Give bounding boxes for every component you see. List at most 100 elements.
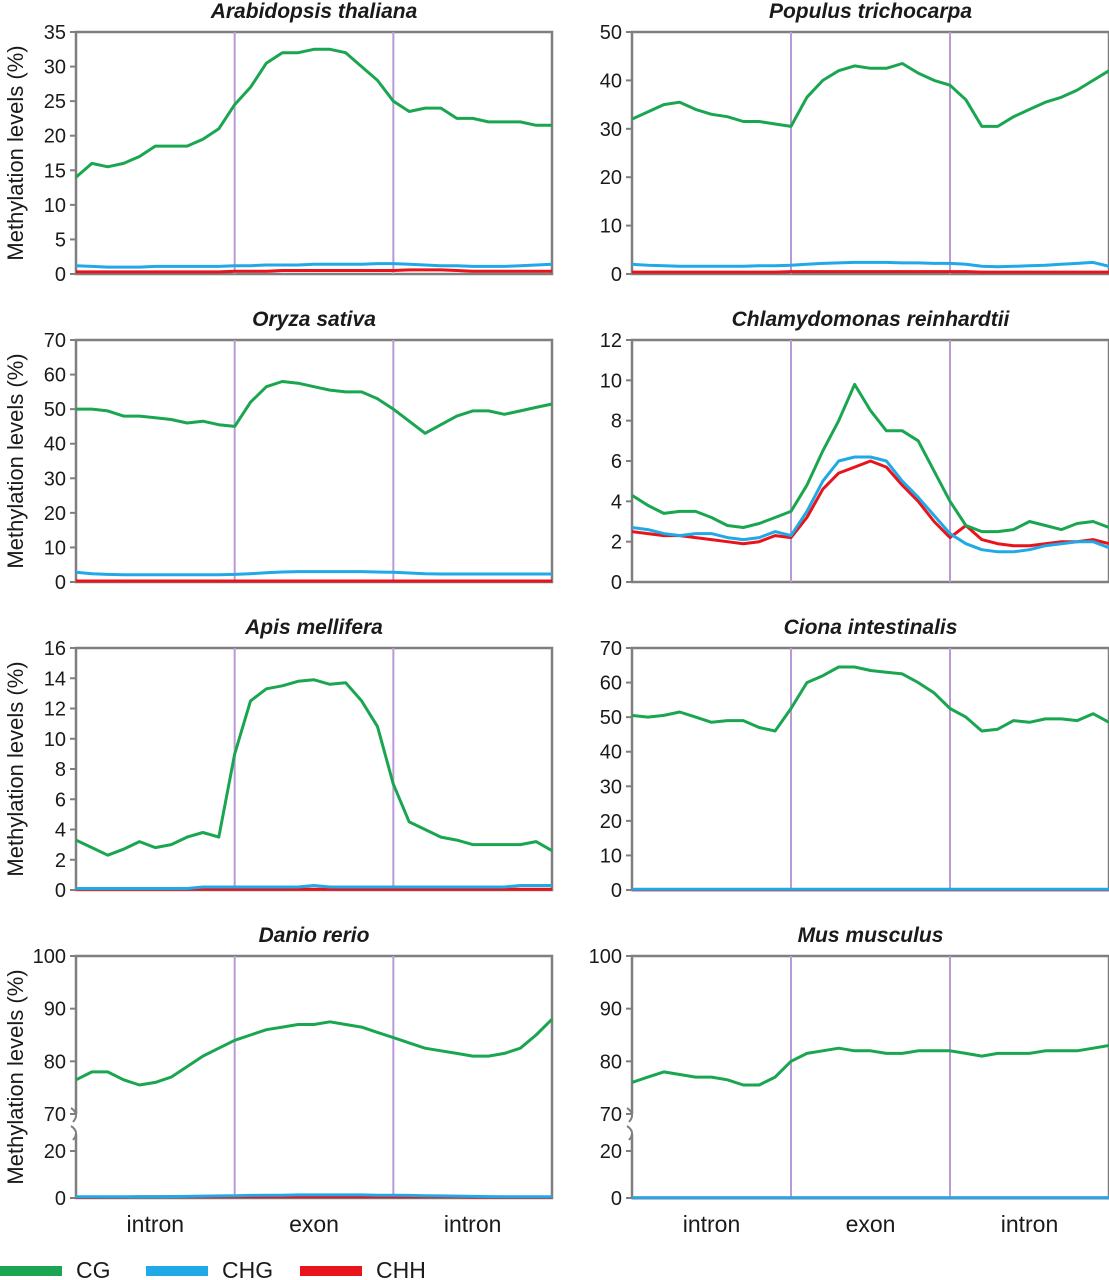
chart-panel-6: 0 10 20 30 40 50 60 70 Ciona intestinalis [600,616,1109,902]
y-tick-label: 2 [55,850,66,872]
plot-frame [74,646,554,892]
y-tick-label: 12 [44,699,66,721]
series-line-cg [76,380,553,435]
chart-panel-4: 0 2 4 6 8 10 12 Chlamydomonas reinhardtii [600,308,1109,594]
y-tick-label: 70 [600,1104,622,1126]
y-tick-label: 80 [44,1051,66,1073]
y-tick-label: 60 [44,365,66,387]
legend-label-chg: CHG [222,1257,273,1280]
y-tick-label: 20 [44,503,66,525]
y-tick-label: 35 [44,22,66,44]
plot-frame [74,30,554,276]
chart-panel-5: 0 2 4 6 8 10 12 14 16 Apis mellifera Methylation l… [3,616,554,902]
y-tick-label: 50 [44,399,66,421]
series-line-cg [75,47,552,179]
chart-title: Oryza sativa [252,308,376,331]
y-tick-label: 100 [589,946,622,968]
y-tick-label: 6 [611,451,622,473]
y-tick-label: 0 [611,572,622,594]
y-tick-label: 10 [600,370,622,392]
y-tick-label: 20 [600,167,622,189]
y-axis-label: Methylation levels (%) [3,45,28,260]
region-label-exon: exon [289,1211,339,1237]
chart-title: Populus trichocarpa [769,0,972,23]
y-tick-label: 0 [55,1188,66,1210]
y-tick-label: 14 [44,668,66,690]
y-tick-label: 8 [55,759,66,781]
y-tick-label: 15 [44,160,66,182]
series-line-chg [75,570,552,577]
chart-title: Chlamydomonas reinhardtii [732,308,1011,331]
y-tick-label: 30 [600,776,622,798]
plot-frame [74,954,554,1200]
y-tick-label: 20 [44,126,66,148]
chart-title: Danio rerio [259,924,370,947]
y-tick-label: 25 [44,91,66,113]
y-tick-label: 90 [44,999,66,1021]
y-tick-label: 20 [600,1141,622,1163]
y-tick-label: 5 [55,229,66,251]
chart-panel-2: 0 10 20 30 40 50 Populus trichocarpa [600,0,1109,286]
y-tick-label: 10 [600,216,622,238]
series-line-chg [76,884,552,890]
y-tick-label: 0 [611,880,622,902]
chart-panel-7: 0 20 70 80 90 100 Danio rerio Methylation level… [3,924,554,1237]
y-tick-label: 6 [55,789,66,811]
y-tick-label: 30 [44,57,66,79]
y-tick-label: 2 [611,532,622,554]
y-tick-label: 60 [600,673,622,695]
plot-frame [630,646,1109,892]
y-tick-label: 20 [600,811,622,833]
y-tick-label: 0 [611,1188,622,1210]
y-tick-label: 30 [44,468,66,490]
series-line-chg [631,455,1109,554]
y-tick-label: 40 [600,70,622,92]
chart-panel-3: 0 10 20 30 40 50 60 70 Oryza sativa Methylation l… [3,308,554,594]
series-line-chg [631,260,1109,269]
y-tick-label: 70 [44,330,66,352]
y-tick-label: 8 [611,411,622,433]
y-tick-label: 0 [55,572,66,594]
y-axis-label: Methylation levels (%) [3,661,28,876]
region-label-intron: intron [683,1211,741,1237]
chart-title: Mus musculus [798,924,944,947]
chart-panel-8: 0 20 70 80 90 100 Mus musculus intron exon intron [589,924,1109,1237]
chart-title: Ciona intestinalis [784,616,958,639]
chart-title: Arabidopsis thaliana [210,0,418,23]
series-line-cg [631,1044,1109,1087]
series-line-cg [631,62,1109,128]
y-tick-label: 50 [600,22,622,44]
region-label-exon: exon [846,1211,896,1237]
series-line-cg [75,1018,554,1087]
y-tick-label: 10 [44,537,66,559]
y-axis-label: Methylation levels (%) [3,353,28,568]
y-tick-label: 16 [44,638,66,660]
series-line-chh [632,270,1109,274]
legend-label-chh: CHH [376,1257,426,1280]
series-line-chh [631,459,1109,548]
y-tick-label: 0 [55,264,66,286]
y-tick-label: 100 [33,946,66,968]
y-tick-label: 40 [600,742,622,764]
y-tick-label: 0 [611,264,622,286]
chart-title: Apis mellifera [244,616,383,639]
y-tick-label: 70 [600,638,622,660]
y-tick-label: 4 [55,820,66,842]
y-tick-label: 50 [600,707,622,729]
region-label-intron: intron [1001,1211,1059,1237]
series-line-chh [76,268,552,274]
axis-break-mark [626,1107,633,1141]
legend-swatch-chg [146,1266,208,1276]
y-tick-label: 20 [44,1141,66,1163]
legend-label-cg: CG [76,1257,111,1280]
plot-frame [630,30,1109,276]
legend-swatch-chh [300,1266,362,1276]
plot-frame [630,954,1109,1200]
region-label-intron: intron [444,1211,502,1237]
region-label-intron: intron [127,1211,185,1237]
y-tick-label: 0 [55,880,66,902]
series-line-cg [631,665,1109,733]
y-tick-label: 4 [611,491,622,513]
plot-frame [74,338,554,584]
y-tick-label: 10 [44,195,66,217]
